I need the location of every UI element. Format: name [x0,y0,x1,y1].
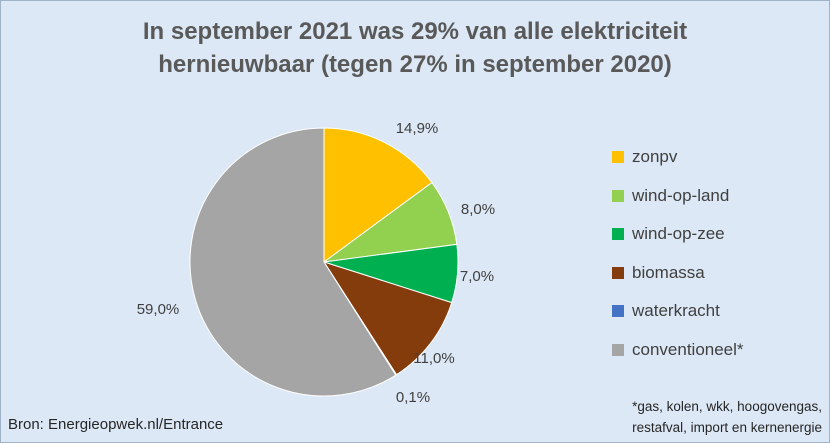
legend-label: wind-op-land [632,185,730,205]
data-label-waterkracht: 0,1% [396,389,430,406]
legend-item: wind-op-zee [612,215,744,254]
legend-item: wind-op-land [612,177,744,216]
data-label-biomassa: 11,0% [413,350,454,367]
pie-slice-zonpv [323,127,433,263]
legend: zonpv wind-op-land wind-op-zee biomassa wate… [612,138,744,369]
data-label-conventioneel: 59,0% [137,301,180,318]
legend-swatch [612,266,624,279]
legend-item: biomassa [612,254,744,293]
footnote: *gas, kolen, wkk, hoogovengas, restafval… [632,396,822,438]
data-label-wind-op-zee: 7,0% [460,268,494,285]
legend-label: conventioneel* [632,339,744,359]
legend-item: conventioneel* [612,331,744,370]
footnote-line-2: restafval, import en kernenergie [632,420,822,435]
footnote-line-1: *gas, kolen, wkk, hoogovengas, [632,399,822,414]
legend-item: waterkracht [612,292,744,331]
legend-swatch [612,189,624,202]
chart-title-line-1: In september 2021 was 29% van alle elekt… [142,18,688,45]
legend-swatch [612,228,624,241]
pie-slice-conventioneel [189,127,397,397]
chart-title: In september 2021 was 29% van alle elekt… [1,15,829,81]
chart-title-line-2: hernieuwbaar (tegen 27% in september 202… [158,51,672,78]
pie-slice-biomassa [322,261,453,376]
legend-item: zonpv [612,138,744,177]
legend-label: zonpv [632,147,678,167]
data-label-wind-op-land: 8,0% [461,201,495,218]
legend-swatch [612,343,624,356]
legend-swatch [612,151,624,164]
legend-swatch [612,305,624,318]
data-label-zonpv: 14,9% [396,120,439,137]
legend-label: wind-op-zee [632,224,725,244]
source-note: Bron: Energieopwek.nl/Entrance [8,416,224,433]
legend-label: biomassa [632,262,705,282]
legend-label: waterkracht [632,301,720,321]
